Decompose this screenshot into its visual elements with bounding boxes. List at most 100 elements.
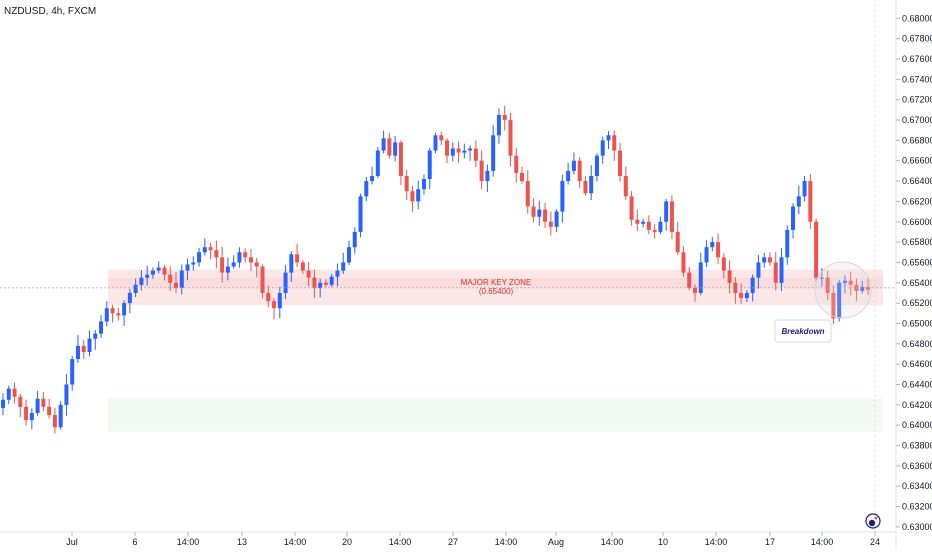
candle-body — [272, 301, 277, 309]
time-tick-label: 6 — [132, 537, 137, 547]
candle-body — [623, 175, 628, 197]
candle-body — [306, 270, 311, 278]
candle-body — [675, 231, 680, 253]
candle-body — [185, 264, 190, 271]
candle-body — [410, 191, 415, 202]
candle-body — [12, 388, 17, 397]
candle-body — [808, 181, 813, 222]
time-axis[interactable]: Jul 6 14:00 13 14:00 20 14:00 27 14:00 Aug 14:00 10… — [66, 532, 880, 547]
demand-zone[interactable] — [108, 398, 883, 432]
symbol-title: NZDUSD, 4h, FXCM — [4, 6, 96, 17]
candle-body — [64, 384, 69, 405]
candle-body — [110, 308, 115, 314]
candle-body — [335, 270, 340, 277]
candle-body — [773, 262, 778, 283]
candle-body — [589, 175, 594, 194]
candle-body — [214, 250, 219, 258]
candle-body — [127, 292, 132, 304]
candle-body — [231, 262, 236, 267]
candle-body — [433, 135, 438, 151]
candle-body — [1, 399, 5, 408]
candle-body — [641, 221, 646, 224]
price-tick-label: 0.63200 — [902, 502, 932, 512]
candle-body — [358, 196, 363, 232]
candle-body — [24, 406, 29, 421]
time-tick-label: 24 — [870, 537, 880, 547]
candle-body — [594, 155, 599, 176]
price-tick-label: 0.65000 — [902, 318, 932, 328]
time-tick-label: 20 — [342, 537, 352, 547]
candle-body — [254, 262, 259, 267]
price-tick-label: 0.68000 — [902, 13, 932, 23]
candle-body — [312, 277, 317, 288]
candle-body — [456, 148, 461, 153]
price-tick-label: 0.63400 — [902, 481, 932, 491]
candle-body — [323, 282, 328, 285]
tradingview-logo-icon[interactable] — [865, 513, 881, 529]
price-tick-label: 0.66600 — [902, 156, 932, 166]
candle-body — [733, 282, 738, 293]
candle-body — [600, 140, 605, 156]
candle-body — [548, 221, 553, 227]
candle-body — [318, 282, 323, 288]
candle-body — [300, 262, 305, 271]
candle-body — [283, 272, 288, 293]
candle-body — [341, 262, 346, 271]
candle-body — [197, 252, 202, 263]
candle-body — [375, 150, 380, 176]
candle-body — [145, 274, 150, 278]
candle-body — [646, 221, 651, 230]
candle-body — [485, 170, 490, 182]
price-tick-label: 0.63600 — [902, 461, 932, 471]
candle-body — [791, 206, 796, 230]
candle-body — [618, 150, 623, 176]
candle-body — [658, 221, 663, 232]
candle-body — [277, 292, 282, 309]
candle-body — [266, 292, 271, 302]
time-tick-label: 27 — [448, 537, 458, 547]
candle-body — [220, 257, 225, 273]
candle-body — [364, 181, 369, 197]
price-tick-label: 0.64200 — [902, 400, 932, 410]
candle-body — [479, 160, 484, 182]
candle-body — [727, 270, 732, 283]
candle-body — [122, 303, 127, 316]
candle-body — [531, 206, 536, 217]
candles-layer — [1, 105, 870, 434]
candle-body — [664, 201, 669, 222]
candle-body — [416, 189, 421, 202]
candle-body — [583, 181, 588, 194]
time-tick-label: 10 — [658, 537, 668, 547]
candle-body — [796, 196, 801, 207]
candle-body — [99, 321, 104, 334]
time-tick-label: 17 — [765, 537, 775, 547]
candle-body — [58, 404, 63, 428]
candle-body — [739, 292, 744, 299]
candle-body — [842, 280, 847, 283]
candle-body — [29, 412, 34, 421]
candle-body — [370, 175, 375, 182]
price-tick-label: 0.65600 — [902, 257, 932, 267]
candle-body — [693, 287, 697, 293]
candle-body — [866, 286, 870, 290]
price-axis[interactable]: 0.68000 0.67800 0.67600 0.67400 0.67200 0.670… — [896, 13, 932, 532]
candle-body — [704, 247, 709, 263]
price-tick-label: 0.64800 — [902, 339, 932, 349]
candle-body — [404, 175, 409, 192]
candle-body — [716, 242, 721, 258]
candle-body — [721, 257, 726, 271]
candle-body — [81, 345, 86, 352]
candle-body — [427, 150, 432, 180]
price-tick-label: 0.64600 — [902, 359, 932, 369]
candle-body — [698, 262, 703, 293]
breakdown-callout-box[interactable] — [774, 319, 832, 343]
candle-body — [710, 242, 715, 248]
candle-body — [398, 142, 403, 176]
candle-body — [243, 252, 248, 258]
price-tick-label: 0.67600 — [902, 54, 932, 64]
candle-body — [347, 247, 351, 263]
candle-body — [802, 181, 807, 197]
candle-body — [237, 252, 242, 263]
